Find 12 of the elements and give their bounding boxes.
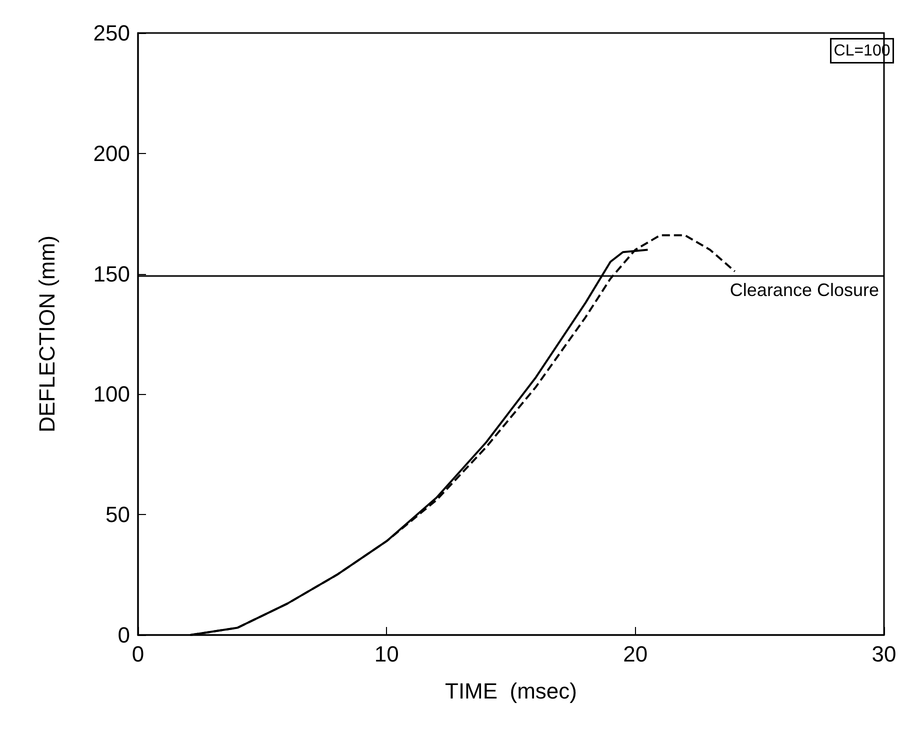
y-tick-label: 150 <box>93 261 130 286</box>
ref-line-label: Clearance Closure <box>730 280 879 300</box>
y-tick-label: 200 <box>93 140 130 166</box>
x-tick-label: 30 <box>872 642 896 666</box>
x-axis-title: TIME (msec) <box>445 678 577 704</box>
y-axis-title: DEFLECTION (mm) <box>34 236 60 432</box>
y-tick-label: 50 <box>106 502 130 528</box>
y-tick-label: 250 <box>93 20 130 46</box>
y-tick-label: 0 <box>118 622 130 648</box>
y-tick-label: 100 <box>93 382 130 407</box>
x-tick-label: 10 <box>374 642 399 666</box>
x-tick-label: 20 <box>623 642 648 666</box>
